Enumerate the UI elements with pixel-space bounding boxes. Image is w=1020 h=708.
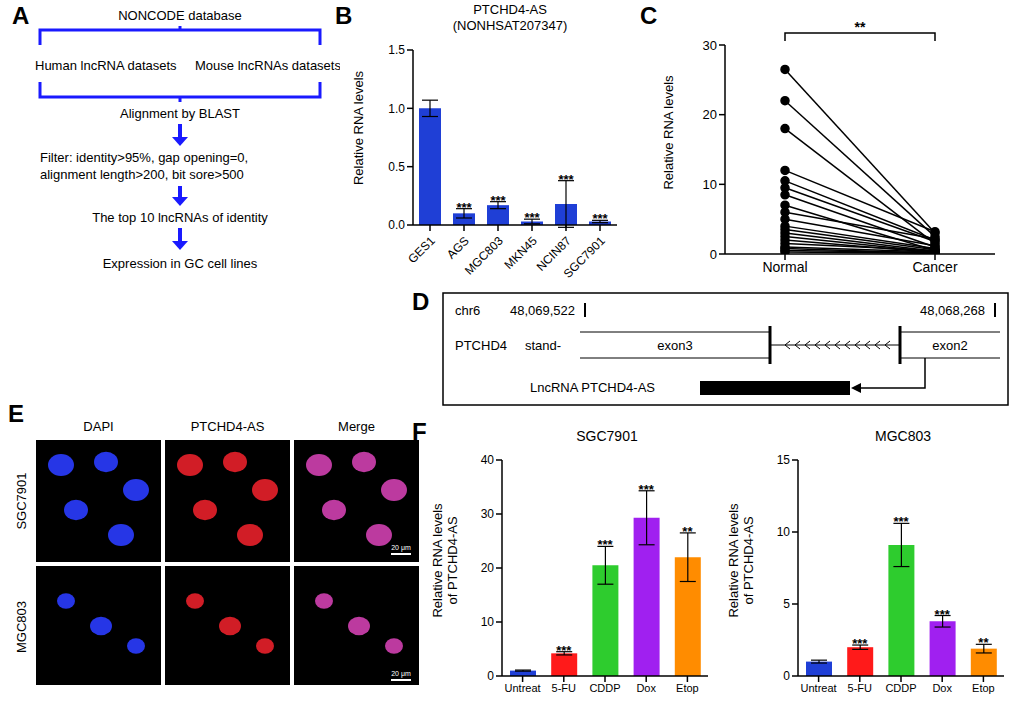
- svg-text:10: 10: [481, 615, 495, 629]
- html-text:D: D: [412, 288, 430, 315]
- svg-text:***: ***: [852, 636, 868, 651]
- svg-text:CDDP: CDDP: [589, 682, 620, 694]
- svg-text:48,069,522: 48,069,522: [510, 303, 575, 318]
- svg-text:Dox: Dox: [932, 682, 952, 694]
- svg-text:10: 10: [777, 525, 791, 539]
- svg-text:MGC803: MGC803: [462, 233, 506, 277]
- svg-text:Untreat: Untreat: [801, 682, 837, 694]
- svg-text:***: ***: [490, 193, 506, 208]
- svg-text:**: **: [978, 635, 989, 650]
- html-text:C: C: [640, 2, 658, 29]
- svg-text:MKN45: MKN45: [502, 233, 540, 271]
- svg-text:Relative RNA levels: Relative RNA levels: [661, 75, 676, 190]
- svg-text:1.5: 1.5: [388, 43, 405, 57]
- svg-text:0.0: 0.0: [388, 218, 405, 232]
- svg-text:0.5: 0.5: [388, 160, 405, 174]
- svg-text:**: **: [682, 524, 693, 539]
- svg-text:5: 5: [783, 597, 790, 611]
- svg-text:Untreat: Untreat: [505, 682, 541, 694]
- svg-text:Expression in GC cell lines: Expression in GC cell lines: [103, 256, 258, 271]
- svg-text:The top 10 lncRNAs of identity: The top 10 lncRNAs of identity: [92, 210, 268, 225]
- svg-text:***: ***: [592, 211, 608, 225]
- svg-text:Etop: Etop: [676, 682, 699, 694]
- svg-text:0: 0: [487, 669, 494, 683]
- svg-text:SGC7901: SGC7901: [14, 472, 29, 529]
- svg-text:exon2: exon2: [932, 338, 967, 353]
- svg-text:SGC7901: SGC7901: [561, 233, 608, 280]
- svg-text:alignment length>200, bit sore: alignment length>200, bit sore>500: [40, 167, 244, 182]
- html-text:PTCHD4-AS: PTCHD4-AS: [473, 2, 547, 17]
- svg-text:48,068,268: 48,068,268: [920, 303, 985, 318]
- svg-text:30: 30: [703, 38, 717, 53]
- html-text:E: E: [8, 400, 24, 427]
- svg-text:40: 40: [481, 453, 495, 467]
- html-text:A: A: [12, 2, 30, 29]
- svg-text:Alignment by BLAST: Alignment by BLAST: [120, 106, 240, 121]
- svg-text:***: ***: [456, 200, 472, 215]
- svg-text:exon3: exon3: [657, 338, 692, 353]
- svg-text:***: ***: [524, 210, 540, 225]
- svg-text:***: ***: [556, 643, 572, 658]
- svg-text:Relative RNA levelsof PTCHD4-A: Relative RNA levelsof PTCHD4-AS: [728, 503, 756, 618]
- html-text:MGC803: MGC803: [875, 428, 931, 444]
- svg-text:stand-: stand-: [525, 338, 561, 353]
- svg-text:Relative RNA levels: Relative RNA levels: [351, 70, 366, 185]
- svg-text:Mouse lncRNAs datasets: Mouse lncRNAs datasets: [195, 58, 340, 73]
- svg-text:DAPI: DAPI: [83, 419, 113, 434]
- html-text:B: B: [335, 2, 353, 29]
- svg-text:0: 0: [783, 669, 790, 683]
- svg-text:**: **: [855, 19, 866, 35]
- svg-text:Cancer: Cancer: [912, 259, 957, 275]
- svg-text:15: 15: [777, 453, 791, 467]
- svg-text:AGS: AGS: [444, 234, 472, 262]
- html-text:SGC7901: SGC7901: [576, 428, 638, 444]
- svg-text:***: ***: [558, 172, 574, 187]
- svg-text:Etop: Etop: [972, 682, 995, 694]
- svg-text:MGC803: MGC803: [14, 601, 29, 653]
- svg-text:20: 20: [481, 561, 495, 575]
- svg-text:PTCHD4-AS: PTCHD4-AS: [191, 419, 265, 434]
- svg-text:CDDP: CDDP: [885, 682, 916, 694]
- svg-text:GES1: GES1: [405, 233, 438, 266]
- svg-text:10: 10: [703, 177, 717, 192]
- svg-text:***: ***: [639, 482, 655, 497]
- html-text:(NONHSAT207347): (NONHSAT207347): [452, 18, 568, 33]
- svg-text:Relative RNA levelsof PTCHD4-A: Relative RNA levelsof PTCHD4-AS: [432, 503, 460, 618]
- svg-text:***: ***: [597, 537, 613, 552]
- svg-text:chr6: chr6: [455, 303, 480, 318]
- svg-text:PTCHD4: PTCHD4: [455, 338, 507, 353]
- svg-text:***: ***: [893, 514, 909, 529]
- svg-text:LncRNA PTCHD4-AS: LncRNA PTCHD4-AS: [530, 380, 655, 395]
- svg-text:Dox: Dox: [636, 682, 656, 694]
- svg-text:5-FU: 5-FU: [552, 682, 577, 694]
- svg-text:Filter: identity>95%, gap open: Filter: identity>95%, gap opening=0,: [40, 150, 248, 165]
- svg-text:Normal: Normal: [762, 259, 807, 275]
- svg-text:20 μm: 20 μm: [391, 670, 411, 678]
- svg-text:0: 0: [710, 247, 717, 262]
- svg-text:5-FU: 5-FU: [848, 682, 873, 694]
- svg-text:20: 20: [703, 107, 717, 122]
- svg-text:NONCODE database: NONCODE database: [118, 8, 242, 23]
- svg-text:20 μm: 20 μm: [391, 544, 411, 552]
- svg-text:1.0: 1.0: [388, 102, 405, 116]
- svg-text:30: 30: [481, 507, 495, 521]
- svg-text:NCIN87: NCIN87: [533, 233, 574, 274]
- svg-text:Human lncRNA datasets: Human lncRNA datasets: [35, 58, 177, 73]
- svg-text:***: ***: [935, 607, 951, 622]
- html-text:F: F: [412, 418, 427, 445]
- svg-text:Merge: Merge: [338, 419, 375, 434]
